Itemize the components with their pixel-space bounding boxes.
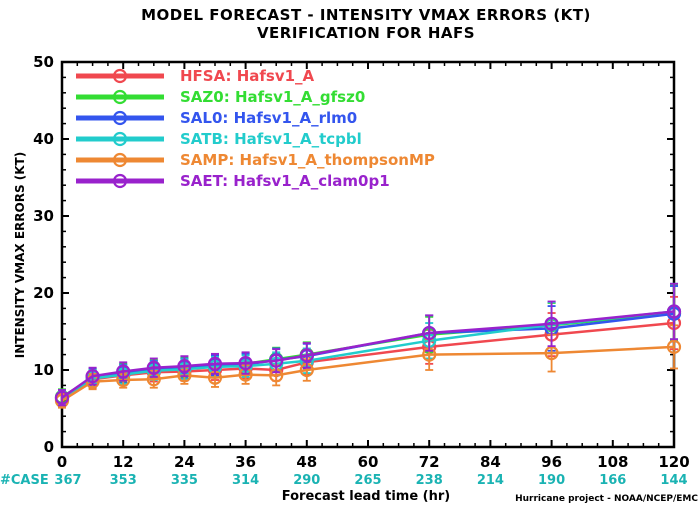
x-tick-label: 108 bbox=[597, 453, 628, 471]
x-axis-ticks: 0 12 24 36 48 60 72 84 96 108 120 bbox=[57, 62, 690, 471]
x-tick-label: 36 bbox=[235, 453, 256, 471]
data-point bbox=[269, 353, 284, 368]
legend-entry: SAMP: Hafsv1_A_thompsonMP bbox=[76, 151, 435, 169]
data-point bbox=[207, 356, 223, 371]
legend-entry: SAL0: Hafsv1_A_rlm0 bbox=[76, 109, 357, 127]
case-count: 335 bbox=[171, 473, 198, 488]
case-count: 290 bbox=[293, 473, 320, 488]
case-count: 144 bbox=[660, 473, 687, 488]
data-point bbox=[544, 316, 559, 331]
legend-swatch-marker bbox=[112, 68, 128, 84]
series-layer bbox=[54, 282, 682, 409]
series bbox=[54, 282, 682, 407]
series bbox=[54, 285, 682, 407]
legend-label: SAET: Hafsv1_A_clam0p1 bbox=[180, 172, 390, 190]
data-point bbox=[116, 364, 131, 379]
legend-label: SATB: Hafsv1_A_tcpbl bbox=[180, 130, 362, 148]
legend-entry: HFSA: Hafsv1_A bbox=[76, 67, 315, 85]
case-count: 238 bbox=[416, 473, 443, 488]
y-tick-label: 50 bbox=[33, 53, 54, 71]
case-count: 214 bbox=[477, 473, 504, 488]
data-point bbox=[238, 355, 253, 371]
chart-title: MODEL FORECAST - INTENSITY VMAX ERRORS (… bbox=[141, 6, 591, 24]
legend-label: SAL0: Hafsv1_A_rlm0 bbox=[180, 109, 357, 127]
data-point bbox=[146, 360, 161, 375]
legend-entry: SAZ0: Hafsv1_A_gfsz0 bbox=[76, 88, 365, 106]
legend-label: SAMP: Hafsv1_A_thompsonMP bbox=[180, 151, 435, 169]
data-point bbox=[666, 339, 682, 354]
case-label: #CASE bbox=[0, 473, 49, 488]
legend-swatch-marker bbox=[112, 152, 128, 168]
y-tick-label: 30 bbox=[33, 207, 54, 225]
data-point bbox=[544, 345, 559, 361]
data-point bbox=[422, 325, 437, 341]
legend-entry: SATB: Hafsv1_A_tcpbl bbox=[76, 130, 362, 148]
data-point bbox=[177, 359, 192, 374]
x-tick-label: 84 bbox=[480, 453, 501, 471]
legend-swatch-marker bbox=[112, 173, 128, 189]
legend-label: HFSA: Hafsv1_A bbox=[180, 67, 315, 85]
legend-entry: SAET: Hafsv1_A_clam0p1 bbox=[76, 172, 390, 190]
x-tick-label: 96 bbox=[541, 453, 562, 471]
x-tick-label: 60 bbox=[358, 453, 379, 471]
y-tick-label: 40 bbox=[33, 130, 54, 148]
data-point bbox=[85, 369, 100, 384]
case-count: 367 bbox=[54, 473, 81, 488]
case-count-row: #CASE 367 353 335 314 290 265 238 214 190 166 144 bbox=[0, 473, 688, 488]
data-point bbox=[299, 348, 314, 363]
x-tick-label: 120 bbox=[658, 453, 689, 471]
case-count: 353 bbox=[110, 473, 137, 488]
y-tick-label: 20 bbox=[33, 284, 54, 302]
x-tick-label: 12 bbox=[113, 453, 134, 471]
data-point bbox=[54, 390, 70, 405]
legend-swatch-marker bbox=[112, 89, 128, 105]
data-point bbox=[666, 304, 682, 319]
legend: HFSA: Hafsv1_A SAZ0: Hafsv1_A_gfsz0 SAL0: … bbox=[76, 67, 435, 190]
x-tick-label: 24 bbox=[174, 453, 195, 471]
y-tick-label: 0 bbox=[44, 438, 54, 456]
chart-subtitle: VERIFICATION FOR HAFS bbox=[257, 24, 475, 42]
y-tick-label: 10 bbox=[33, 361, 54, 379]
x-tick-label: 0 bbox=[57, 453, 67, 471]
credit-text: Hurricane project - NOAA/NCEP/EMC bbox=[515, 494, 698, 504]
case-count: 314 bbox=[232, 473, 259, 488]
legend-label: SAZ0: Hafsv1_A_gfsz0 bbox=[180, 88, 365, 106]
legend-swatch-marker bbox=[112, 110, 128, 126]
x-tick-label: 48 bbox=[296, 453, 317, 471]
case-count: 265 bbox=[354, 473, 381, 488]
case-count: 166 bbox=[599, 473, 626, 488]
legend-swatch-marker bbox=[112, 131, 128, 147]
x-tick-label: 72 bbox=[419, 453, 440, 471]
case-count: 190 bbox=[538, 473, 565, 488]
y-axis-label: INTENSITY VMAX ERRORS (KT) bbox=[13, 152, 27, 358]
y-axis-ticks: 0 10 20 30 40 50 bbox=[33, 53, 674, 456]
x-axis-label: Forecast lead time (hr) bbox=[282, 489, 450, 504]
